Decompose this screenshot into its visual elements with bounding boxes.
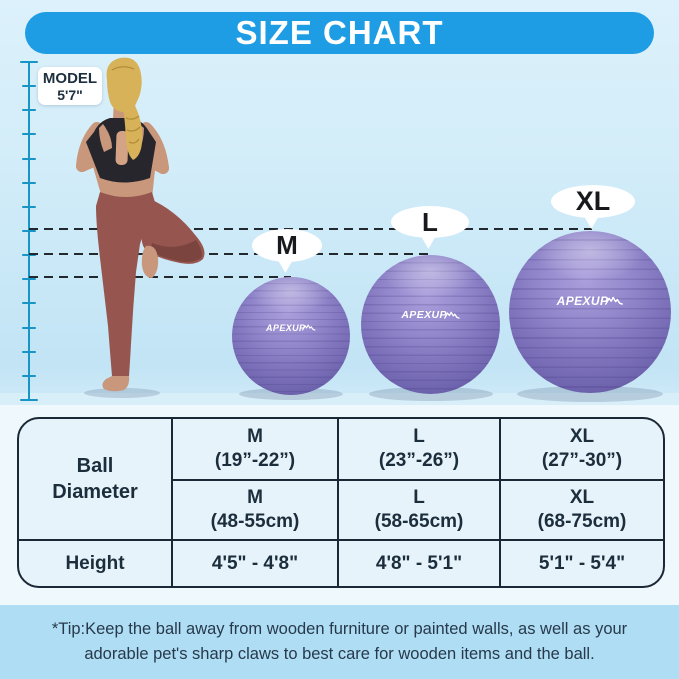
size-label: M xyxy=(247,487,263,508)
ball-m: APEXUP xyxy=(232,277,350,395)
cell-height-l: 4'8" - 5'1" xyxy=(337,539,499,586)
bubble-tail xyxy=(420,235,437,249)
tip-bar: *Tip:Keep the ball away from wooden furn… xyxy=(0,605,679,679)
size-bubble-xl: XL xyxy=(551,185,635,229)
size-label: XL xyxy=(569,426,595,447)
model-height-label: MODEL 5'7" xyxy=(38,67,102,105)
cell-height-xl: 5'1" - 5'4" xyxy=(499,539,663,586)
size-label: M xyxy=(247,426,263,447)
cell-diameter-cm-l: L (58-65cm) xyxy=(337,479,499,539)
size-table: Ball Diameter M (19”-22”) L (23”-26”) XL… xyxy=(17,417,665,588)
brand-logo: APEXUP xyxy=(509,294,671,308)
size-bubble-label: M xyxy=(276,230,298,260)
mountain-icon xyxy=(605,297,624,306)
ball-m-stripes xyxy=(232,277,350,395)
scene: SIZE CHART xyxy=(0,0,679,405)
size-label: XL xyxy=(569,487,595,508)
cell-diameter-cm-m: M (48-55cm) xyxy=(171,479,337,539)
size-bubble-label: XL xyxy=(575,186,611,216)
cell-diameter-inches-m: M (19”-22”) xyxy=(171,419,337,479)
bubble-tail xyxy=(277,259,294,273)
tip-text: *Tip:Keep the ball away from wooden furn… xyxy=(51,620,628,663)
banner-title: SIZE CHART xyxy=(235,14,444,51)
size-label: L xyxy=(413,426,425,447)
ball-m-shine xyxy=(232,277,350,395)
cell-height-m: 4'5" - 4'8" xyxy=(171,539,337,586)
ball-l-stripes xyxy=(361,255,500,394)
cell-diameter-inches-xl: XL (27”-30”) xyxy=(499,419,663,479)
brand-logo-text: APEXUP xyxy=(401,309,447,322)
range-label: (27”-30”) xyxy=(541,450,623,471)
size-bubble-l: L xyxy=(391,206,469,249)
range-label: (58-65cm) xyxy=(374,511,464,532)
floor xyxy=(0,393,679,405)
bubble-tail xyxy=(583,215,600,229)
brand-logo: APEXUP xyxy=(232,323,350,333)
floor-shadows xyxy=(84,386,663,402)
mountain-icon xyxy=(302,325,316,332)
range-label: (68-75cm) xyxy=(537,511,627,532)
ball-xl-shine xyxy=(509,231,671,393)
ball-xl-stripes xyxy=(509,231,671,393)
ball-xl: APEXUP xyxy=(509,231,671,393)
brand-logo-text: APEXUP xyxy=(556,294,609,309)
ball-l: APEXUP xyxy=(361,255,500,394)
cell-diameter-cm-xl: XL (68-75cm) xyxy=(499,479,663,539)
height-ruler xyxy=(20,61,38,401)
range-label: (19”-22”) xyxy=(214,450,296,471)
range-label: (23”-26”) xyxy=(378,450,460,471)
mountain-icon xyxy=(443,311,460,319)
size-label: L xyxy=(413,487,425,508)
brand-logo-text: APEXUP xyxy=(266,323,306,334)
cell-ball-diameter-header: Ball Diameter xyxy=(52,455,138,503)
brand-logo: APEXUP xyxy=(361,309,500,321)
ball-xl-sphere xyxy=(509,231,671,393)
scene-illustration xyxy=(0,57,679,405)
table-section: Ball Diameter M (19”-22”) L (23”-26”) XL… xyxy=(0,405,679,605)
model-photo xyxy=(76,57,205,392)
model-label-text: MODEL xyxy=(42,69,98,87)
size-chart-banner: SIZE CHART xyxy=(25,12,654,54)
ball-l-shine xyxy=(361,255,500,394)
range-label: (48-55cm) xyxy=(210,511,300,532)
size-bubble-m: M xyxy=(252,229,322,273)
cell-diameter-inches-l: L (23”-26”) xyxy=(337,419,499,479)
cell-height-header: Height xyxy=(19,539,171,586)
model-height-value: 5'7" xyxy=(57,86,83,103)
size-bubble-label: L xyxy=(422,206,438,237)
ball-l-sphere xyxy=(361,255,500,394)
ball-m-sphere xyxy=(232,277,350,395)
